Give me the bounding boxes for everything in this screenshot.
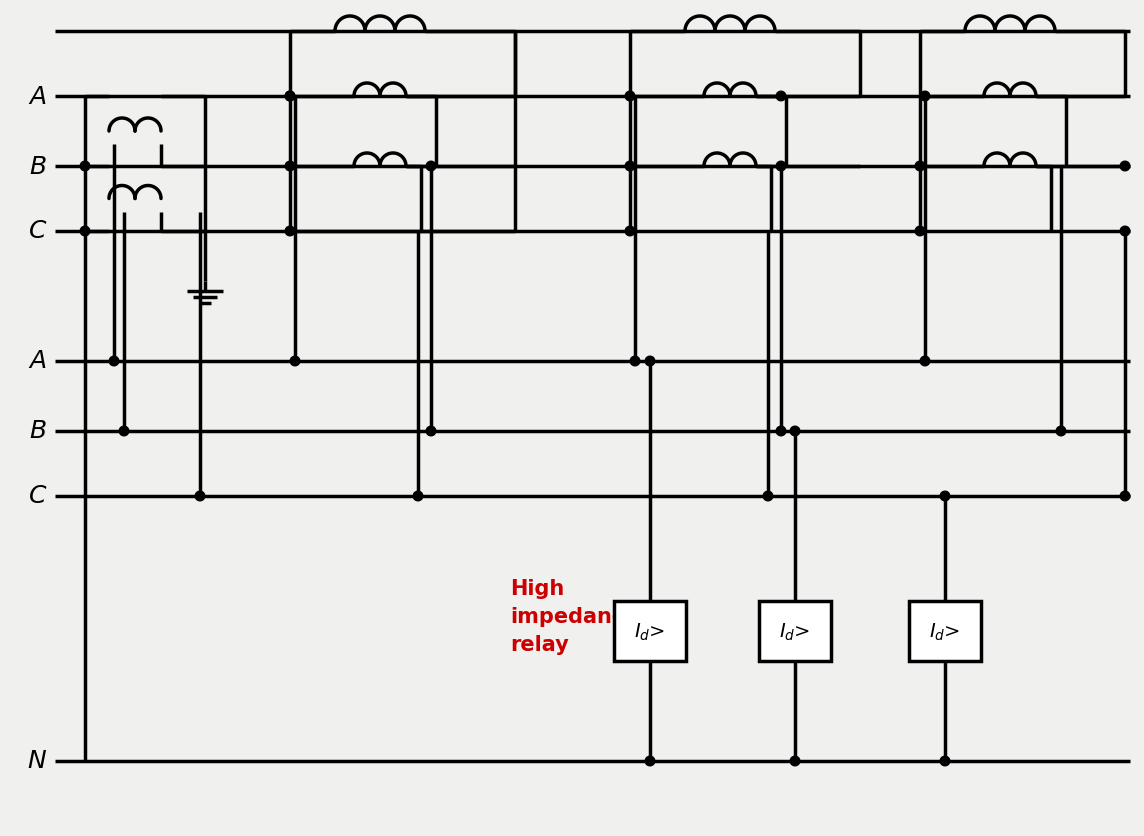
Circle shape [285, 92, 295, 102]
Text: $C$: $C$ [27, 220, 47, 243]
Circle shape [763, 492, 773, 502]
Circle shape [626, 162, 635, 171]
Text: $A$: $A$ [29, 85, 47, 109]
Circle shape [630, 357, 639, 366]
Text: $I_d$>: $I_d$> [929, 620, 961, 642]
Circle shape [291, 357, 300, 366]
Circle shape [776, 426, 786, 436]
Circle shape [427, 162, 436, 171]
Text: $B$: $B$ [30, 420, 47, 443]
Circle shape [645, 757, 654, 766]
Circle shape [285, 227, 295, 237]
Circle shape [1120, 162, 1130, 171]
Circle shape [285, 92, 295, 102]
Circle shape [1056, 426, 1066, 436]
Text: $C$: $C$ [27, 485, 47, 508]
Circle shape [1120, 227, 1130, 237]
Text: $A$: $A$ [29, 350, 47, 373]
Circle shape [915, 227, 924, 237]
Circle shape [626, 92, 635, 102]
Text: $I_d$>: $I_d$> [635, 620, 666, 642]
Text: High
impedance
relay: High impedance relay [510, 579, 638, 655]
Circle shape [285, 162, 295, 171]
Circle shape [915, 162, 924, 171]
Circle shape [940, 492, 950, 502]
Circle shape [109, 357, 119, 366]
Circle shape [80, 227, 89, 237]
Circle shape [791, 757, 800, 766]
Circle shape [920, 357, 930, 366]
Circle shape [776, 92, 786, 102]
Circle shape [776, 162, 786, 171]
Bar [909, 601, 982, 661]
Circle shape [427, 426, 436, 436]
Circle shape [920, 92, 930, 102]
Text: $B$: $B$ [30, 155, 47, 178]
Circle shape [196, 492, 205, 502]
Text: $N$: $N$ [27, 750, 47, 772]
Circle shape [626, 227, 635, 237]
Text: $I_d$>: $I_d$> [779, 620, 811, 642]
Bar [614, 601, 686, 661]
Bar [758, 601, 831, 661]
Circle shape [791, 426, 800, 436]
Circle shape [1120, 492, 1130, 502]
Circle shape [645, 357, 654, 366]
Circle shape [413, 492, 423, 502]
Circle shape [80, 162, 89, 171]
Circle shape [940, 757, 950, 766]
Circle shape [119, 426, 129, 436]
